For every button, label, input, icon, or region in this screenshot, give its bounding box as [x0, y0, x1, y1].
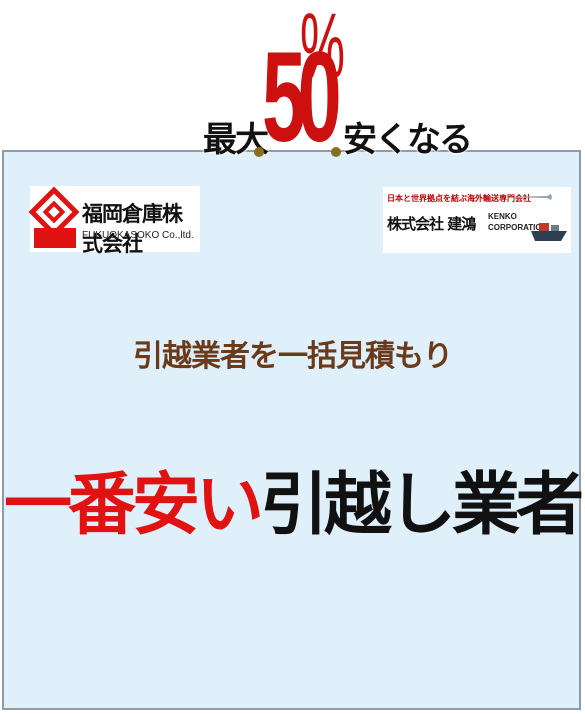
logo-company-romanized: FUKUOKASOKO Co.,ltd. [82, 230, 194, 241]
kenko-corporation-logo[interactable]: 日本と世界拠点を結ぶ海外輸送専門会社 株式会社 建鴻 KENKO CORPORA… [383, 187, 571, 253]
discount-headline: 最大 50 % 安くなる [0, 0, 585, 300]
cargo-ship-icon [531, 223, 567, 241]
headline-percent-number: 50 [262, 26, 342, 169]
logo-tagline: 日本と世界拠点を結ぶ海外輸送専門会社 [387, 194, 531, 203]
airplane-icon [505, 194, 552, 200]
bullet-dot-right [331, 147, 341, 157]
logo-company-name-right: 株式会社 建鴻 [387, 215, 476, 233]
main-headline-black: 引越し業者を探します!! [260, 466, 585, 545]
logo-english-line1: KENKO [488, 212, 517, 221]
headline-suffix: 安くなる [343, 120, 473, 160]
headline-percent-sign: % [300, 0, 345, 97]
main-headline: 一番安い引越し業者を探します!! [4, 472, 585, 540]
logo-red-bar [34, 228, 76, 248]
main-headline-red: 一番安い [4, 466, 264, 545]
logo-english-name: KENKO CORPORATION [488, 211, 547, 233]
bullet-dot-left [254, 147, 264, 157]
logo-english-line2: CORPORATION [488, 223, 548, 232]
fukuoka-soko-logo[interactable]: 福岡倉庫株式会社 FUKUOKASOKO Co.,ltd. [28, 186, 200, 256]
bulk-estimate-subheadline: 引越業者を一括見積もり [133, 339, 453, 374]
logo-company-name: 福岡倉庫株式会社 [82, 202, 183, 256]
